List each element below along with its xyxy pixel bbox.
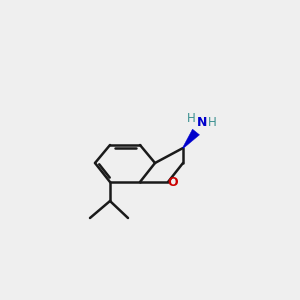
Text: N: N <box>197 116 207 130</box>
Text: O: O <box>168 176 178 188</box>
Polygon shape <box>183 129 200 148</box>
Text: H: H <box>208 116 216 130</box>
Text: H: H <box>187 112 195 124</box>
